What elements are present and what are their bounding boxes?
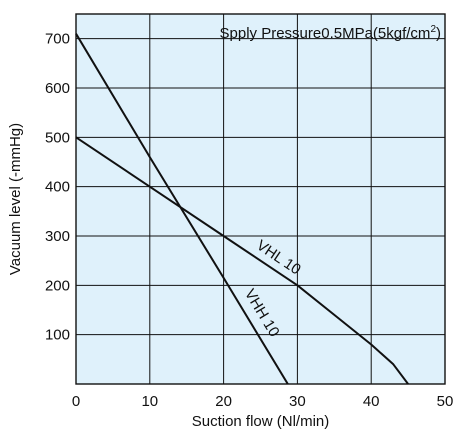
- x-tick-label-40: 40: [363, 393, 380, 410]
- annotation-supply-pressure: Spply Pressure0.5MPa(5kgf/cm2): [220, 24, 441, 42]
- annotation-text: Spply Pressure0.5MPa(5kgf/cm: [220, 25, 431, 42]
- y-axis-label: Vacuum level (-mmHg): [7, 123, 24, 275]
- series-line-vhh-10: [75, 33, 289, 385]
- annotation-suffix: ): [436, 25, 441, 42]
- y-tick-label-700: 700: [45, 31, 70, 48]
- x-axis-label: Suction flow (Nl/min): [192, 413, 330, 430]
- tick-labels: 0 10 20 30 40 50 100 200 300 400 500 600 700: [45, 31, 453, 410]
- y-tick-label-100: 100: [45, 327, 70, 344]
- y-tick-label-200: 200: [45, 277, 70, 294]
- x-tick-label-0: 0: [72, 393, 80, 410]
- y-tick-label-300: 300: [45, 228, 70, 245]
- y-tick-label-600: 600: [45, 80, 70, 97]
- annotation-superscript: 2: [430, 24, 436, 35]
- y-tick-label-400: 400: [45, 179, 70, 196]
- x-tick-label-30: 30: [289, 393, 306, 410]
- y-tick-label-500: 500: [45, 129, 70, 146]
- grid: [76, 14, 445, 384]
- x-tick-label-20: 20: [215, 393, 232, 410]
- plot-area: [75, 13, 446, 385]
- x-tick-label-50: 50: [437, 393, 454, 410]
- x-tick-label-10: 10: [141, 393, 158, 410]
- series-line-vhl-10: [75, 136, 409, 385]
